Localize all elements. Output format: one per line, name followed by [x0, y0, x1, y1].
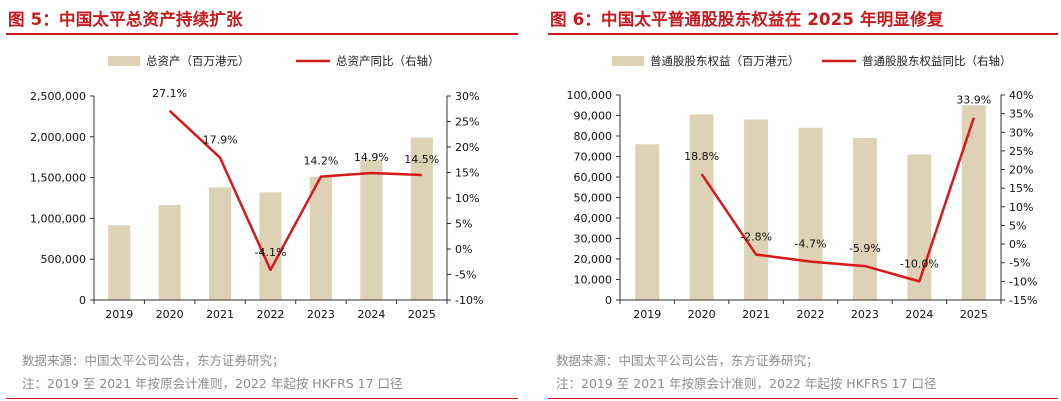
x-axis-tick-label: 2022 [257, 308, 285, 321]
right-axis-tick-label: 5% [455, 218, 472, 231]
bar [259, 192, 282, 300]
chart-panel-total-assets: 图 5：中国太平总资产持续扩张 总资产（百万港元） 总资产同比（右轴） 0 500,0… [0, 0, 528, 401]
right-axis-tick-label: 20% [455, 141, 479, 154]
chart-panel-common-equity: 图 6：中国太平普通股股东权益在 2025 年明显修复 普通股股东权益（百万港元… [542, 0, 1061, 401]
left-axis-tick-label: 80,000 [574, 130, 613, 143]
left-axis-tick-label: 2,000,000 [30, 131, 86, 144]
data-label: -10.0% [900, 257, 939, 270]
left-axis-tick-label: 20,000 [574, 253, 613, 266]
left-axis-tick-label: 30,000 [574, 233, 613, 246]
x-axis-tick-label: 2019 [633, 308, 661, 321]
left-axis-tick-label: 0 [605, 294, 612, 307]
right-axis-tick-label: 25% [1009, 145, 1033, 158]
right-axis-tick-label: -10% [1009, 275, 1037, 288]
chart-common-equity: 普通股股东权益（百万港元） 普通股股东权益同比（右轴） 0 10,000 20,000 3… [567, 54, 1038, 321]
left-axis-tick-label: 90,000 [574, 110, 613, 123]
left-axis-tick-label: 500,000 [41, 253, 87, 266]
bottom-divider [6, 398, 518, 399]
data-label: 33.9% [956, 94, 991, 107]
data-label: -2.8% [740, 231, 772, 244]
right-axis-tick-label: 0% [1009, 238, 1026, 251]
footnote: 注：2019 至 2021 年按原会计准则，2022 年起按 HKFRS 17 … [556, 376, 937, 391]
legend-bar-swatch [108, 56, 140, 66]
bar [744, 119, 769, 300]
bar [158, 204, 181, 300]
left-axis-tick-label: 60,000 [574, 171, 613, 184]
bar [798, 127, 823, 300]
left-axis-tick-label: 2,500,000 [30, 90, 86, 103]
right-axis-tick-label: 15% [455, 167, 479, 180]
yoy-line [700, 117, 975, 283]
x-axis-tick-label: 2025 [960, 308, 988, 321]
bar [360, 159, 383, 300]
left-axis-tick-label: 40,000 [574, 212, 613, 225]
footnote: 注：2019 至 2021 年按原会计准则，2022 年起按 HKFRS 17 … [22, 376, 403, 391]
yoy-line [168, 109, 422, 272]
data-label: -4.7% [795, 238, 827, 251]
right-axis-tick-label: 10% [455, 192, 479, 205]
x-axis-tick-label: 2020 [688, 308, 716, 321]
left-axis-tick-label: 0 [79, 294, 86, 307]
bar [961, 105, 986, 300]
bar [689, 114, 714, 300]
x-axis-tick-label: 2021 [742, 308, 770, 321]
legend-bar-swatch [612, 56, 644, 66]
x-axis-tick-label: 2024 [357, 308, 385, 321]
right-axis-tick-label: 5% [1009, 219, 1026, 232]
legend-bar-label: 总资产（百万港元） [146, 54, 250, 68]
x-axis-tick-label: 2023 [851, 308, 879, 321]
x-axis-tick-label: 2024 [905, 308, 933, 321]
left-axis-tick-label: 10,000 [574, 274, 613, 287]
x-axis-tick-label: 2019 [105, 308, 133, 321]
chart-title: 图 6：中国太平普通股股东权益在 2025 年明显修复 [550, 10, 944, 29]
legend-line-label: 总资产同比（右轴） [336, 54, 440, 68]
title-divider [6, 33, 518, 35]
right-axis-tick-label: 15% [1009, 182, 1033, 195]
data-label: 18.8% [684, 150, 719, 163]
data-label: -4.1% [255, 246, 287, 259]
data-label: 14.5% [404, 153, 439, 166]
legend-line-label: 普通股股东权益同比（右轴） [862, 54, 1012, 68]
data-label: 14.9% [354, 151, 389, 164]
bottom-divider [548, 398, 1058, 399]
right-axis-tick-label: -5% [1009, 257, 1030, 270]
right-axis-tick-label: -15% [1009, 294, 1037, 307]
right-axis-tick-label: 35% [1009, 108, 1033, 121]
source-note: 数据来源：中国太平公司公告，东方证券研究； [556, 353, 819, 368]
bar [635, 144, 660, 300]
left-axis-tick-label: 1,500,000 [30, 172, 86, 185]
x-axis-tick-label: 2022 [797, 308, 825, 321]
data-label: 17.9% [203, 134, 238, 147]
left-axis-tick-label: 50,000 [574, 192, 613, 205]
left-axis-tick-label: 100,000 [567, 89, 613, 102]
bar [108, 225, 131, 300]
right-axis-tick-label: -10% [455, 294, 483, 307]
bar [309, 176, 333, 300]
right-axis-tick-label: 30% [1009, 126, 1033, 139]
right-axis-tick-label: 40% [1009, 89, 1033, 102]
x-axis-tick-label: 2025 [408, 308, 436, 321]
x-axis-tick-label: 2023 [307, 308, 335, 321]
right-axis-tick-label: 10% [1009, 201, 1033, 214]
legend-bar-label: 普通股股东权益（百万港元） [650, 54, 800, 68]
chart-total-assets: 总资产（百万港元） 总资产同比（右轴） 0 500,000 1,000,000 1,500… [30, 54, 483, 321]
bar [852, 138, 877, 300]
data-label: -5.9% [849, 242, 881, 255]
bar [410, 137, 433, 300]
title-divider [548, 33, 1058, 35]
x-axis-tick-label: 2020 [156, 308, 184, 321]
left-axis-tick-label: 1,000,000 [30, 212, 86, 225]
data-label: 14.2% [303, 155, 338, 168]
data-label: 27.1% [152, 87, 187, 100]
right-axis-tick-label: 30% [455, 90, 479, 103]
right-axis-tick-label: 20% [1009, 164, 1033, 177]
chart-title: 图 5：中国太平总资产持续扩张 [8, 10, 243, 29]
right-axis-tick-label: -5% [455, 269, 476, 282]
x-axis-tick-label: 2021 [206, 308, 234, 321]
right-axis-tick-label: 0% [455, 243, 472, 256]
source-note: 数据来源：中国太平公司公告，东方证券研究； [22, 353, 285, 368]
left-axis-tick-label: 70,000 [574, 151, 613, 164]
bar [208, 187, 232, 300]
right-axis-tick-label: 25% [455, 116, 479, 129]
